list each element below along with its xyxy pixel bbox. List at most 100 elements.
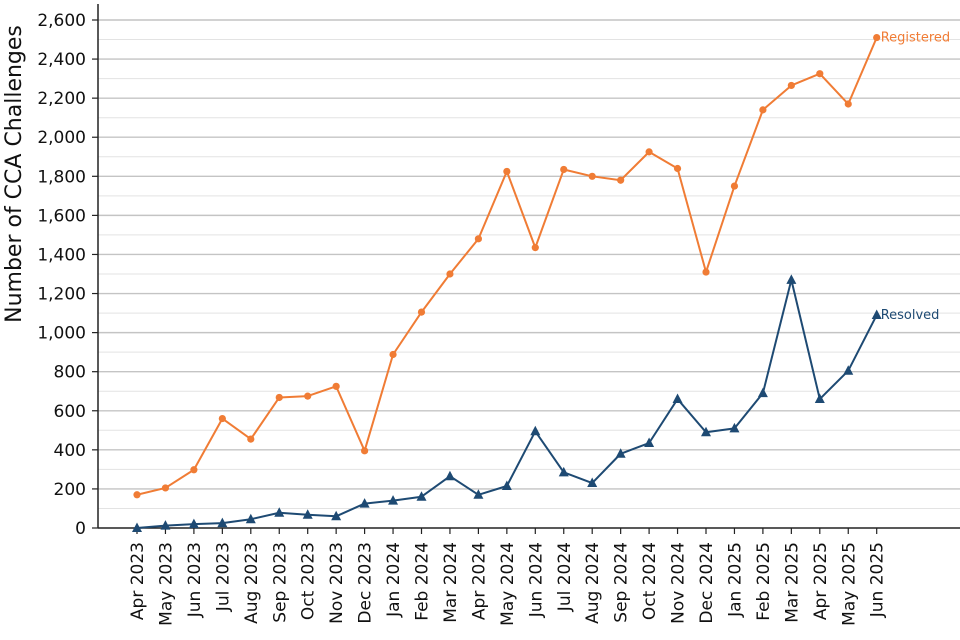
data-point-registered <box>844 100 852 108</box>
data-point-resolved <box>729 422 740 433</box>
y-tick-label: 400 <box>54 441 86 461</box>
x-tick-label: Jul 2024 <box>555 542 575 612</box>
series-registered: Registered <box>133 31 950 499</box>
x-tick-label: Jun 2023 <box>185 542 205 618</box>
data-point-registered <box>645 148 653 156</box>
y-tick-label: 2,400 <box>37 50 86 70</box>
data-point-resolved <box>416 491 427 501</box>
x-tick-label: May 2023 <box>156 542 176 626</box>
data-point-resolved <box>615 448 626 458</box>
data-point-registered <box>730 182 739 190</box>
x-tick-label: Oct 2024 <box>640 542 660 620</box>
data-point-registered <box>560 165 568 174</box>
y-axis-title: Number of CCA Challenges <box>2 25 27 323</box>
y-tick-label: 1,200 <box>37 285 86 305</box>
data-point-registered <box>161 484 170 492</box>
x-tick-label: Mar 2025 <box>782 542 802 623</box>
x-tick-label: Nov 2023 <box>327 542 347 624</box>
data-point-registered <box>787 81 795 90</box>
data-point-resolved <box>644 437 655 448</box>
x-tick-label: May 2024 <box>498 542 518 626</box>
x-tick-label: May 2025 <box>839 542 859 626</box>
data-point-registered <box>304 392 312 400</box>
data-point-registered <box>190 466 198 474</box>
x-tick-label: Dec 2023 <box>356 542 376 624</box>
data-point-registered <box>503 167 511 176</box>
series-label-registered: Registered <box>881 31 951 46</box>
data-point-resolved <box>331 510 342 521</box>
data-point-registered <box>361 447 369 455</box>
y-tick-label: 1,600 <box>37 206 86 226</box>
data-point-registered <box>617 176 625 184</box>
data-point-registered <box>218 414 226 423</box>
y-tick-label: 2,200 <box>37 89 86 109</box>
data-point-resolved <box>672 393 683 404</box>
x-tick-label: Mar 2024 <box>441 542 461 623</box>
data-point-resolved <box>814 393 825 404</box>
data-point-resolved <box>188 518 199 529</box>
y-tick-label: 1,400 <box>37 245 86 265</box>
data-point-registered <box>759 106 767 114</box>
data-point-registered <box>389 350 397 359</box>
data-point-resolved <box>302 509 313 519</box>
data-point-registered <box>446 270 454 278</box>
y-tick-label: 2,600 <box>37 11 86 31</box>
data-point-registered <box>673 164 682 173</box>
data-point-resolved <box>786 274 797 284</box>
data-point-resolved <box>587 477 598 488</box>
x-axis: Apr 2023 May 2023 Jun 2023 Jul 2023 Aug 2023… <box>98 527 960 626</box>
x-tick-label: Jul 2023 <box>213 542 233 612</box>
y-tick-label: 1,800 <box>37 167 86 187</box>
data-point-resolved <box>160 520 171 530</box>
x-tick-label: Jan 2025 <box>725 542 745 618</box>
data-point-resolved <box>274 507 285 517</box>
series-resolved: Resolved <box>132 274 939 532</box>
x-tick-label: Jan 2024 <box>384 542 404 618</box>
data-point-resolved <box>843 365 854 375</box>
data-point-resolved <box>217 517 228 528</box>
data-point-resolved <box>132 522 142 532</box>
data-point-resolved <box>444 470 455 481</box>
x-tick-label: Nov 2024 <box>669 542 689 624</box>
y-tick-label: 800 <box>54 363 86 383</box>
data-point-resolved <box>245 513 256 524</box>
x-tick-label: Apr 2024 <box>469 542 489 620</box>
series-group: Registered Resolved <box>132 31 950 532</box>
x-tick-label: Jun 2024 <box>526 542 546 618</box>
y-tick-label: 200 <box>54 480 86 500</box>
x-tick-label: Dec 2024 <box>697 542 717 624</box>
data-point-resolved <box>530 425 541 436</box>
data-point-registered <box>702 268 710 276</box>
data-point-registered <box>474 235 482 243</box>
x-tick-label: Feb 2024 <box>413 542 433 621</box>
data-point-registered <box>816 70 824 78</box>
data-point-registered <box>332 382 340 390</box>
data-point-registered <box>275 393 283 402</box>
data-point-resolved <box>701 426 711 437</box>
data-point-resolved <box>501 480 512 490</box>
x-tick-label: Sep 2023 <box>270 542 290 623</box>
series-line-registered <box>136 37 878 496</box>
data-point-resolved <box>388 495 399 505</box>
data-point-resolved <box>757 387 768 398</box>
y-tick-label: 2,000 <box>37 128 86 148</box>
y-tick-label: 600 <box>54 402 86 422</box>
x-tick-label: Aug 2024 <box>583 542 603 624</box>
x-tick-label: Feb 2025 <box>754 542 774 621</box>
data-point-registered <box>531 244 539 252</box>
data-point-resolved <box>359 498 370 508</box>
series-line-resolved <box>136 278 878 529</box>
x-tick-label: Apr 2023 <box>128 542 148 620</box>
data-point-registered <box>417 308 426 316</box>
data-point-registered <box>588 172 596 180</box>
gridlines <box>98 19 960 509</box>
series-label-resolved: Resolved <box>881 308 940 323</box>
data-point-registered <box>133 491 141 499</box>
y-axis: 0 200 400 600 800 1,000 1,200 1,400 1,600 1,800 2,… <box>37 4 99 539</box>
data-point-registered <box>873 33 881 42</box>
y-tick-label: 0 <box>75 519 86 539</box>
y-tick-label: 1,000 <box>37 324 86 344</box>
x-tick-label: Apr 2025 <box>811 542 831 620</box>
x-tick-label: Sep 2024 <box>612 542 632 623</box>
